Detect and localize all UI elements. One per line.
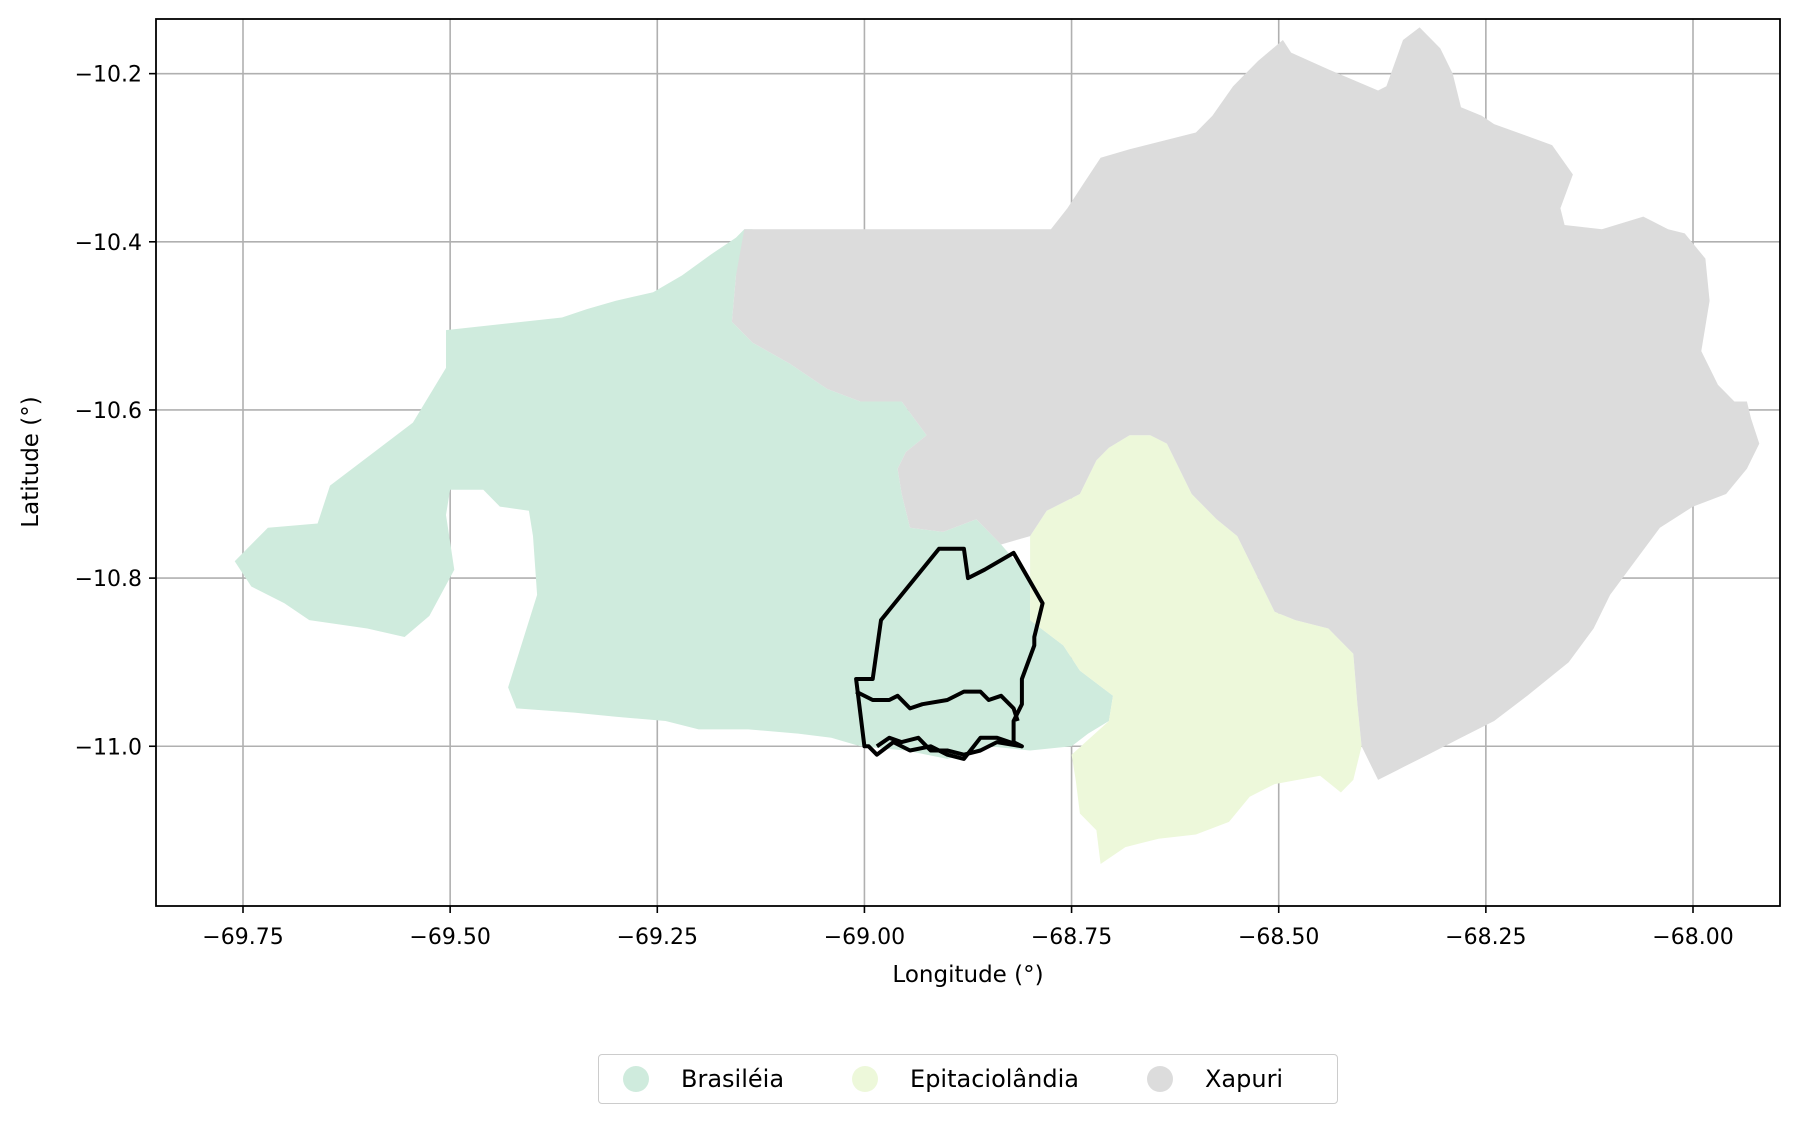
x-axis-label: Longitude (°) <box>892 962 1043 988</box>
selected-area-outline <box>854 546 1045 761</box>
y-tick-label: −10.2 <box>75 63 142 88</box>
y-tick-label: −10.4 <box>75 231 142 256</box>
x-tick-label: −69.25 <box>617 925 698 950</box>
legend: Brasiléia Epitaciolândia Xapuri <box>598 1054 1338 1104</box>
legend-marker-icon <box>1146 1066 1173 1092</box>
x-tick-label: −68.00 <box>1652 925 1733 950</box>
y-tick-label: −11.0 <box>75 735 142 760</box>
x-tick-label: −69.00 <box>824 925 905 950</box>
x-tick-label: −68.25 <box>1445 925 1526 950</box>
y-axis-label: Latitude (°) <box>18 396 44 527</box>
plot-frame <box>155 18 1781 907</box>
x-tick-label: −68.75 <box>1031 925 1112 950</box>
y-tick-label: −10.6 <box>75 399 142 424</box>
x-tick-label: −69.50 <box>409 925 490 950</box>
x-tick-label: −69.75 <box>202 925 283 950</box>
outline-bottom-edge <box>875 735 1023 757</box>
legend-marker-icon <box>623 1066 649 1092</box>
x-ticks: −69.75 −69.50 −69.25 −69.00 −68.75 −68.50 −68.… <box>202 906 1734 950</box>
x-tick-label: −68.50 <box>1238 925 1319 950</box>
region-xapuri <box>731 27 1760 780</box>
legend-item-xapuri: Xapuri <box>1146 1065 1284 1093</box>
legend-marker-icon <box>852 1066 879 1092</box>
legend-label: Epitaciolândia <box>910 1065 1079 1093</box>
legend-label: Xapuri <box>1204 1065 1284 1093</box>
region-polygons <box>234 27 1760 864</box>
legend-label: Brasiléia <box>681 1065 785 1093</box>
legend-item-brasileia: Brasiléia <box>623 1065 784 1093</box>
legend-item-epitaciolandia: Epitaciolândia <box>852 1065 1079 1093</box>
region-brasileia <box>234 229 1113 759</box>
region-epitaciolandia <box>1030 435 1362 864</box>
y-tick-label: −10.8 <box>75 567 142 592</box>
y-ticks: −10.2 −10.4 −10.6 −10.8 −11.0 <box>75 63 156 760</box>
outline-inner-line <box>855 689 1020 722</box>
